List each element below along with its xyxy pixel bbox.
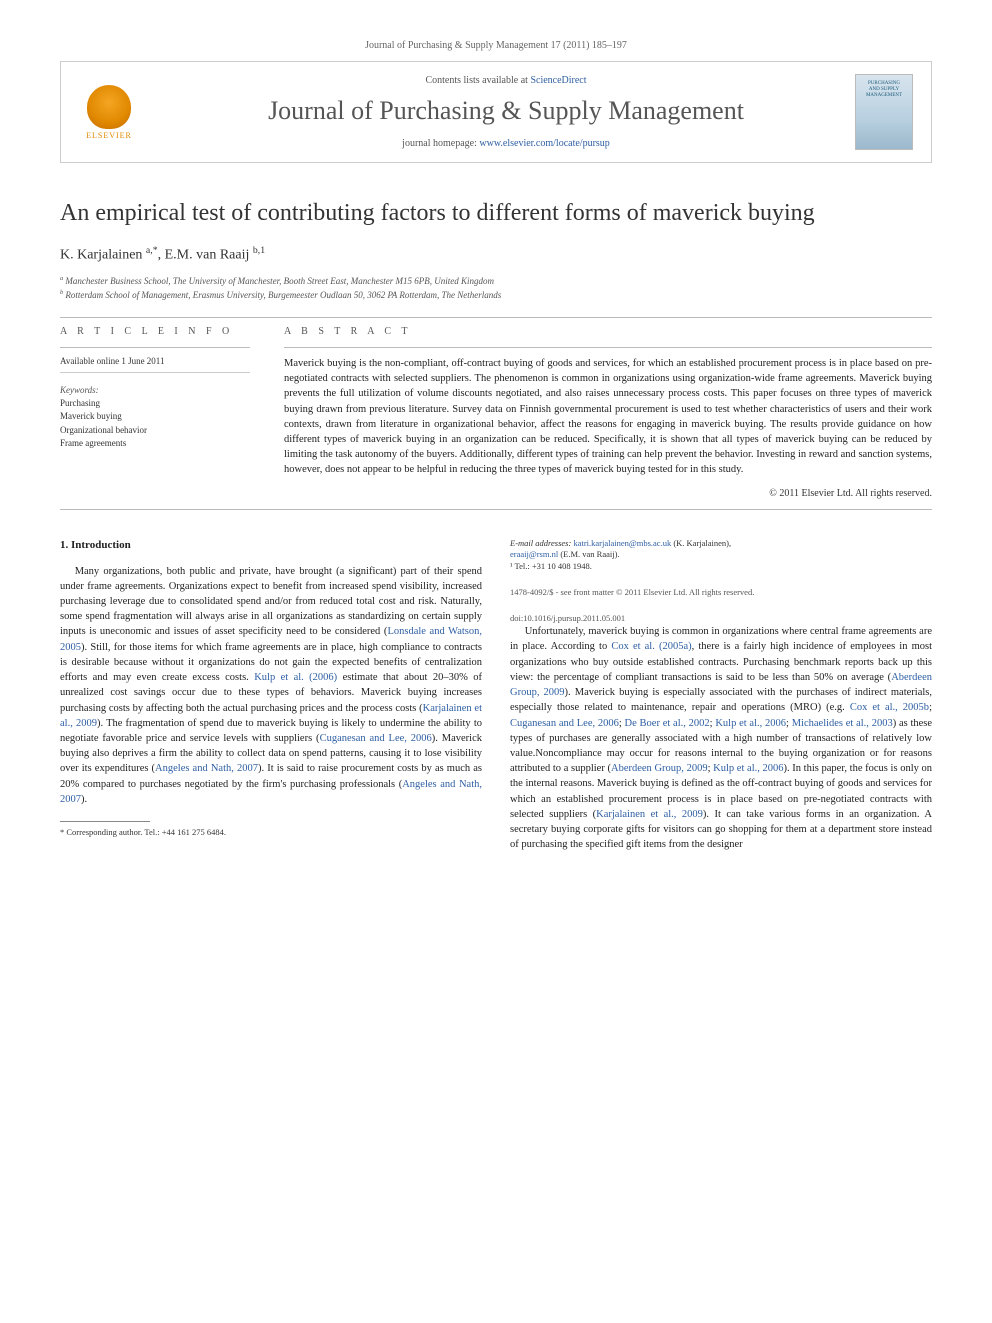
email-who-2: (E.M. van Raaij).	[558, 549, 619, 559]
homepage-link[interactable]: www.elsevier.com/locate/pursup	[479, 138, 609, 149]
corresponding-author-footnote: * Corresponding author. Tel.: +44 161 27…	[60, 827, 482, 839]
header-center: Contents lists available at ScienceDirec…	[157, 75, 855, 149]
article-info-column: A R T I C L E I N F O Available online 1…	[60, 326, 250, 499]
elsevier-tree-icon	[87, 85, 131, 129]
sciencedirect-link[interactable]: ScienceDirect	[530, 75, 586, 86]
journal-homepage-line: journal homepage: www.elsevier.com/locat…	[157, 138, 855, 149]
tel-footnote: ¹ Tel.: +31 10 408 1948.	[510, 561, 932, 573]
elsevier-logo: ELSEVIER	[79, 77, 139, 147]
divider	[284, 347, 932, 348]
divider	[60, 509, 932, 510]
affiliation-b: b Rotterdam School of Management, Erasmu…	[60, 288, 932, 303]
contents-prefix: Contents lists available at	[425, 75, 530, 86]
email-link-2[interactable]: eraaij@rsm.nl	[510, 549, 558, 559]
issn-line: 1478-4092/$ - see front matter © 2011 El…	[510, 587, 932, 598]
divider	[60, 317, 932, 318]
elsevier-label: ELSEVIER	[86, 131, 132, 140]
body-paragraph: Unfortunately, maverick buying is common…	[510, 624, 932, 852]
abstract-text: Maverick buying is the non-compliant, of…	[284, 356, 932, 478]
email-who-1: (K. Karjalainen),	[671, 538, 731, 548]
footnote-separator	[60, 821, 150, 822]
keywords-list: PurchasingMaverick buyingOrganizational …	[60, 397, 250, 451]
body-paragraph: Many organizations, both public and priv…	[60, 564, 482, 808]
journal-reference-line: Journal of Purchasing & Supply Managemen…	[60, 40, 932, 51]
email-addresses-footnote: E-mail addresses: katri.karjalainen@mbs.…	[510, 538, 932, 562]
email-link-1[interactable]: katri.karjalainen@mbs.ac.uk	[573, 538, 671, 548]
doi-line: doi:10.1016/j.pursup.2011.05.001	[510, 613, 932, 624]
article-title: An empirical test of contributing factor…	[60, 198, 932, 229]
journal-header-box: ELSEVIER Contents lists available at Sci…	[60, 61, 932, 163]
homepage-prefix: journal homepage:	[402, 138, 479, 149]
article-meta-row: A R T I C L E I N F O Available online 1…	[60, 326, 932, 499]
section-heading: 1. Introduction	[60, 538, 482, 554]
affiliation-a: a Manchester Business School, The Univer…	[60, 274, 932, 289]
email-label: E-mail addresses:	[510, 538, 571, 548]
article-info-label: A R T I C L E I N F O	[60, 326, 250, 337]
journal-cover-thumbnail: PURCHASING AND SUPPLY MANAGEMENT	[855, 74, 913, 150]
contents-available-line: Contents lists available at ScienceDirec…	[157, 75, 855, 86]
available-online-line: Available online 1 June 2011	[60, 356, 250, 373]
abstract-copyright: © 2011 Elsevier Ltd. All rights reserved…	[284, 488, 932, 499]
keywords-label: Keywords:	[60, 385, 250, 395]
affiliations: a Manchester Business School, The Univer…	[60, 274, 932, 303]
abstract-label: A B S T R A C T	[284, 326, 932, 337]
abstract-column: A B S T R A C T Maverick buying is the n…	[284, 326, 932, 499]
authors: K. Karjalainen a,*, E.M. van Raaij b,1	[60, 245, 932, 264]
journal-title: Journal of Purchasing & Supply Managemen…	[157, 96, 855, 126]
cover-line3: MANAGEMENT	[866, 93, 902, 99]
body-columns: 1. Introduction Many organizations, both…	[60, 538, 932, 853]
divider	[60, 347, 250, 348]
